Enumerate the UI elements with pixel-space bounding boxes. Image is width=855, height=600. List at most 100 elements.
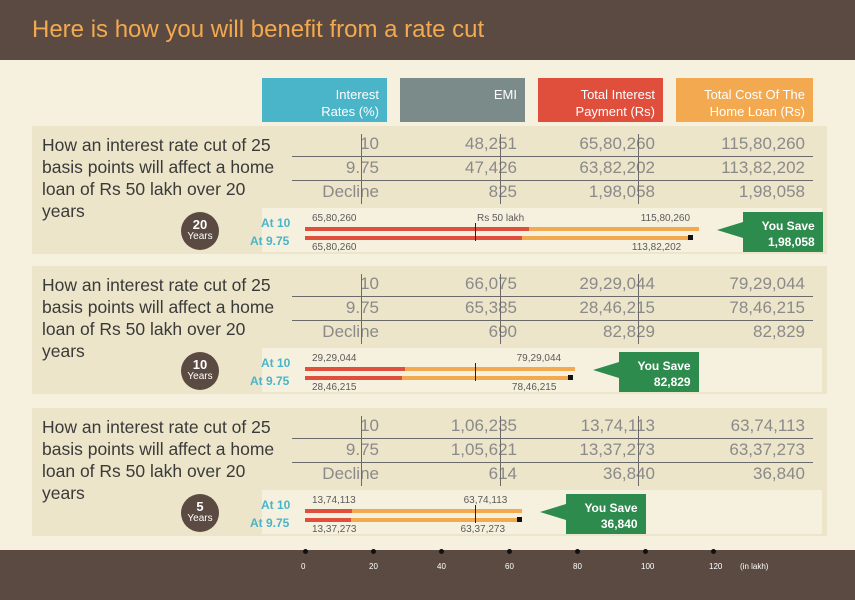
axis-tick-dot xyxy=(507,549,512,554)
column-header-1: EMI xyxy=(400,78,525,122)
axis-bar xyxy=(0,550,855,600)
axis-tick-dot xyxy=(643,549,648,554)
tenure-unit: Years xyxy=(187,371,213,382)
table-cell: 9.75 xyxy=(345,298,379,317)
table-cell: 36,840 xyxy=(603,464,655,483)
loan-panel-5-years: How an interest rate cut of 25 basis poi… xyxy=(32,408,827,536)
table-cell: 48,251 xyxy=(465,134,517,153)
table-cell: 1,98,058 xyxy=(738,182,805,201)
value-label: Rs 50 lakh xyxy=(477,213,525,224)
axis-tick-dot xyxy=(303,549,308,554)
table-cell: 10 xyxy=(360,274,379,293)
row-divider xyxy=(292,438,813,439)
column-header-line2: Rates (%) xyxy=(321,104,379,119)
table-cell: 9.75 xyxy=(345,158,379,177)
table-cell: 28,46,215 xyxy=(579,298,655,317)
row-divider xyxy=(292,156,813,157)
table-cell: 65,385 xyxy=(465,298,517,317)
you-save-pointer xyxy=(592,362,619,378)
column-divider xyxy=(638,134,639,204)
axis-tick-dot xyxy=(439,549,444,554)
tenure-value: 5 xyxy=(196,499,204,514)
rate-label-975: At 9.75 xyxy=(250,374,290,388)
column-header-line2: Payment (Rs) xyxy=(575,104,655,119)
axis-tick-label: 80 xyxy=(573,562,582,571)
principal-marker xyxy=(475,363,476,381)
column-divider xyxy=(361,416,362,486)
column-header-2: Total Interest Payment (Rs) xyxy=(538,78,663,122)
value-label: 29,29,044 xyxy=(312,353,357,364)
table-cell: 825 xyxy=(488,182,517,201)
you-save-pointer xyxy=(716,222,743,238)
row-divider xyxy=(292,462,813,463)
row-divider xyxy=(292,180,813,181)
you-save-value: 82,829 xyxy=(653,375,691,389)
column-header-line1: Total Interest xyxy=(580,87,655,102)
table-cell: 82,829 xyxy=(603,322,655,341)
bar-interest-975 xyxy=(305,236,522,240)
table-cell: 690 xyxy=(488,322,517,341)
you-save-badge: You Save 82,829 xyxy=(618,352,699,392)
you-save-value: 36,840 xyxy=(600,517,638,531)
axis-tick-label: 60 xyxy=(505,562,514,571)
panel-description: How an interest rate cut of 25 basis poi… xyxy=(42,417,275,503)
row-divider xyxy=(292,296,813,297)
rate-label-975: At 9.75 xyxy=(250,234,290,248)
column-header-line1: Interest xyxy=(335,87,379,102)
table-cell: 63,82,202 xyxy=(579,158,655,177)
rate-label-10: At 10 xyxy=(261,498,291,512)
axis-unit: (in lakh) xyxy=(740,562,769,571)
column-divider xyxy=(361,274,362,344)
loan-panel-20-years: How an interest rate cut of 25 basis poi… xyxy=(32,126,827,254)
you-save-label: You Save xyxy=(761,219,815,233)
bar-principal-10 xyxy=(351,509,522,513)
bar-principal-975 xyxy=(350,518,521,522)
you-save-value: 1,98,058 xyxy=(768,235,815,249)
column-divider xyxy=(638,274,639,344)
column-header-0: Interest Rates (%) xyxy=(262,78,387,122)
axis-tick-dot xyxy=(371,549,376,554)
table-cell: Decline xyxy=(322,182,379,201)
tenure-badge: 20 Years xyxy=(181,212,219,250)
table-cell: 13,37,273 xyxy=(579,440,655,459)
end-marker xyxy=(567,375,573,380)
table-cell: 113,82,202 xyxy=(721,158,805,177)
you-save-label: You Save xyxy=(637,359,691,373)
table-cell: 47,426 xyxy=(465,158,517,177)
table-cell: 63,37,273 xyxy=(729,440,805,459)
row-divider xyxy=(292,320,813,321)
table-cell: 79,29,044 xyxy=(729,274,805,293)
column-header-3: Total Cost Of The Home Loan (Rs) xyxy=(676,78,813,122)
table-cell: 66,075 xyxy=(465,274,517,293)
value-label: 78,46,215 xyxy=(511,382,557,393)
column-divider xyxy=(500,134,501,204)
tenure-unit: Years xyxy=(187,513,213,524)
tenure-value: 10 xyxy=(192,357,208,372)
table-cell: 9.75 xyxy=(345,440,379,459)
axis-tick-dot xyxy=(711,549,716,554)
page-title: Here is how you will benefit from a rate… xyxy=(32,16,485,43)
column-divider xyxy=(361,134,362,204)
axis-tick-dot xyxy=(575,549,580,554)
you-save-label: You Save xyxy=(584,501,638,515)
title-bar: Here is how you will benefit from a rate… xyxy=(0,0,855,60)
axis-tick-label: 120 xyxy=(709,562,723,571)
value-label: 63,74,113 xyxy=(463,495,508,506)
column-header-line1: EMI xyxy=(493,87,517,102)
end-marker xyxy=(516,517,522,522)
bar-principal-975 xyxy=(401,376,572,380)
table-cell: Decline xyxy=(322,464,379,483)
value-label: 13,37,273 xyxy=(312,524,357,535)
table-cell: 614 xyxy=(488,464,517,483)
panel-description: How an interest rate cut of 25 basis poi… xyxy=(42,135,275,221)
column-divider xyxy=(500,416,501,486)
bar-principal-10 xyxy=(404,367,575,371)
table-cell: Decline xyxy=(322,322,379,341)
rate-label-10: At 10 xyxy=(261,356,291,370)
you-save-pointer xyxy=(539,504,566,520)
value-label: 65,80,260 xyxy=(312,242,357,253)
bar-interest-10 xyxy=(305,227,529,231)
value-label: 13,74,113 xyxy=(312,495,356,506)
end-marker xyxy=(687,235,693,240)
table-cell: 78,46,215 xyxy=(729,298,805,317)
